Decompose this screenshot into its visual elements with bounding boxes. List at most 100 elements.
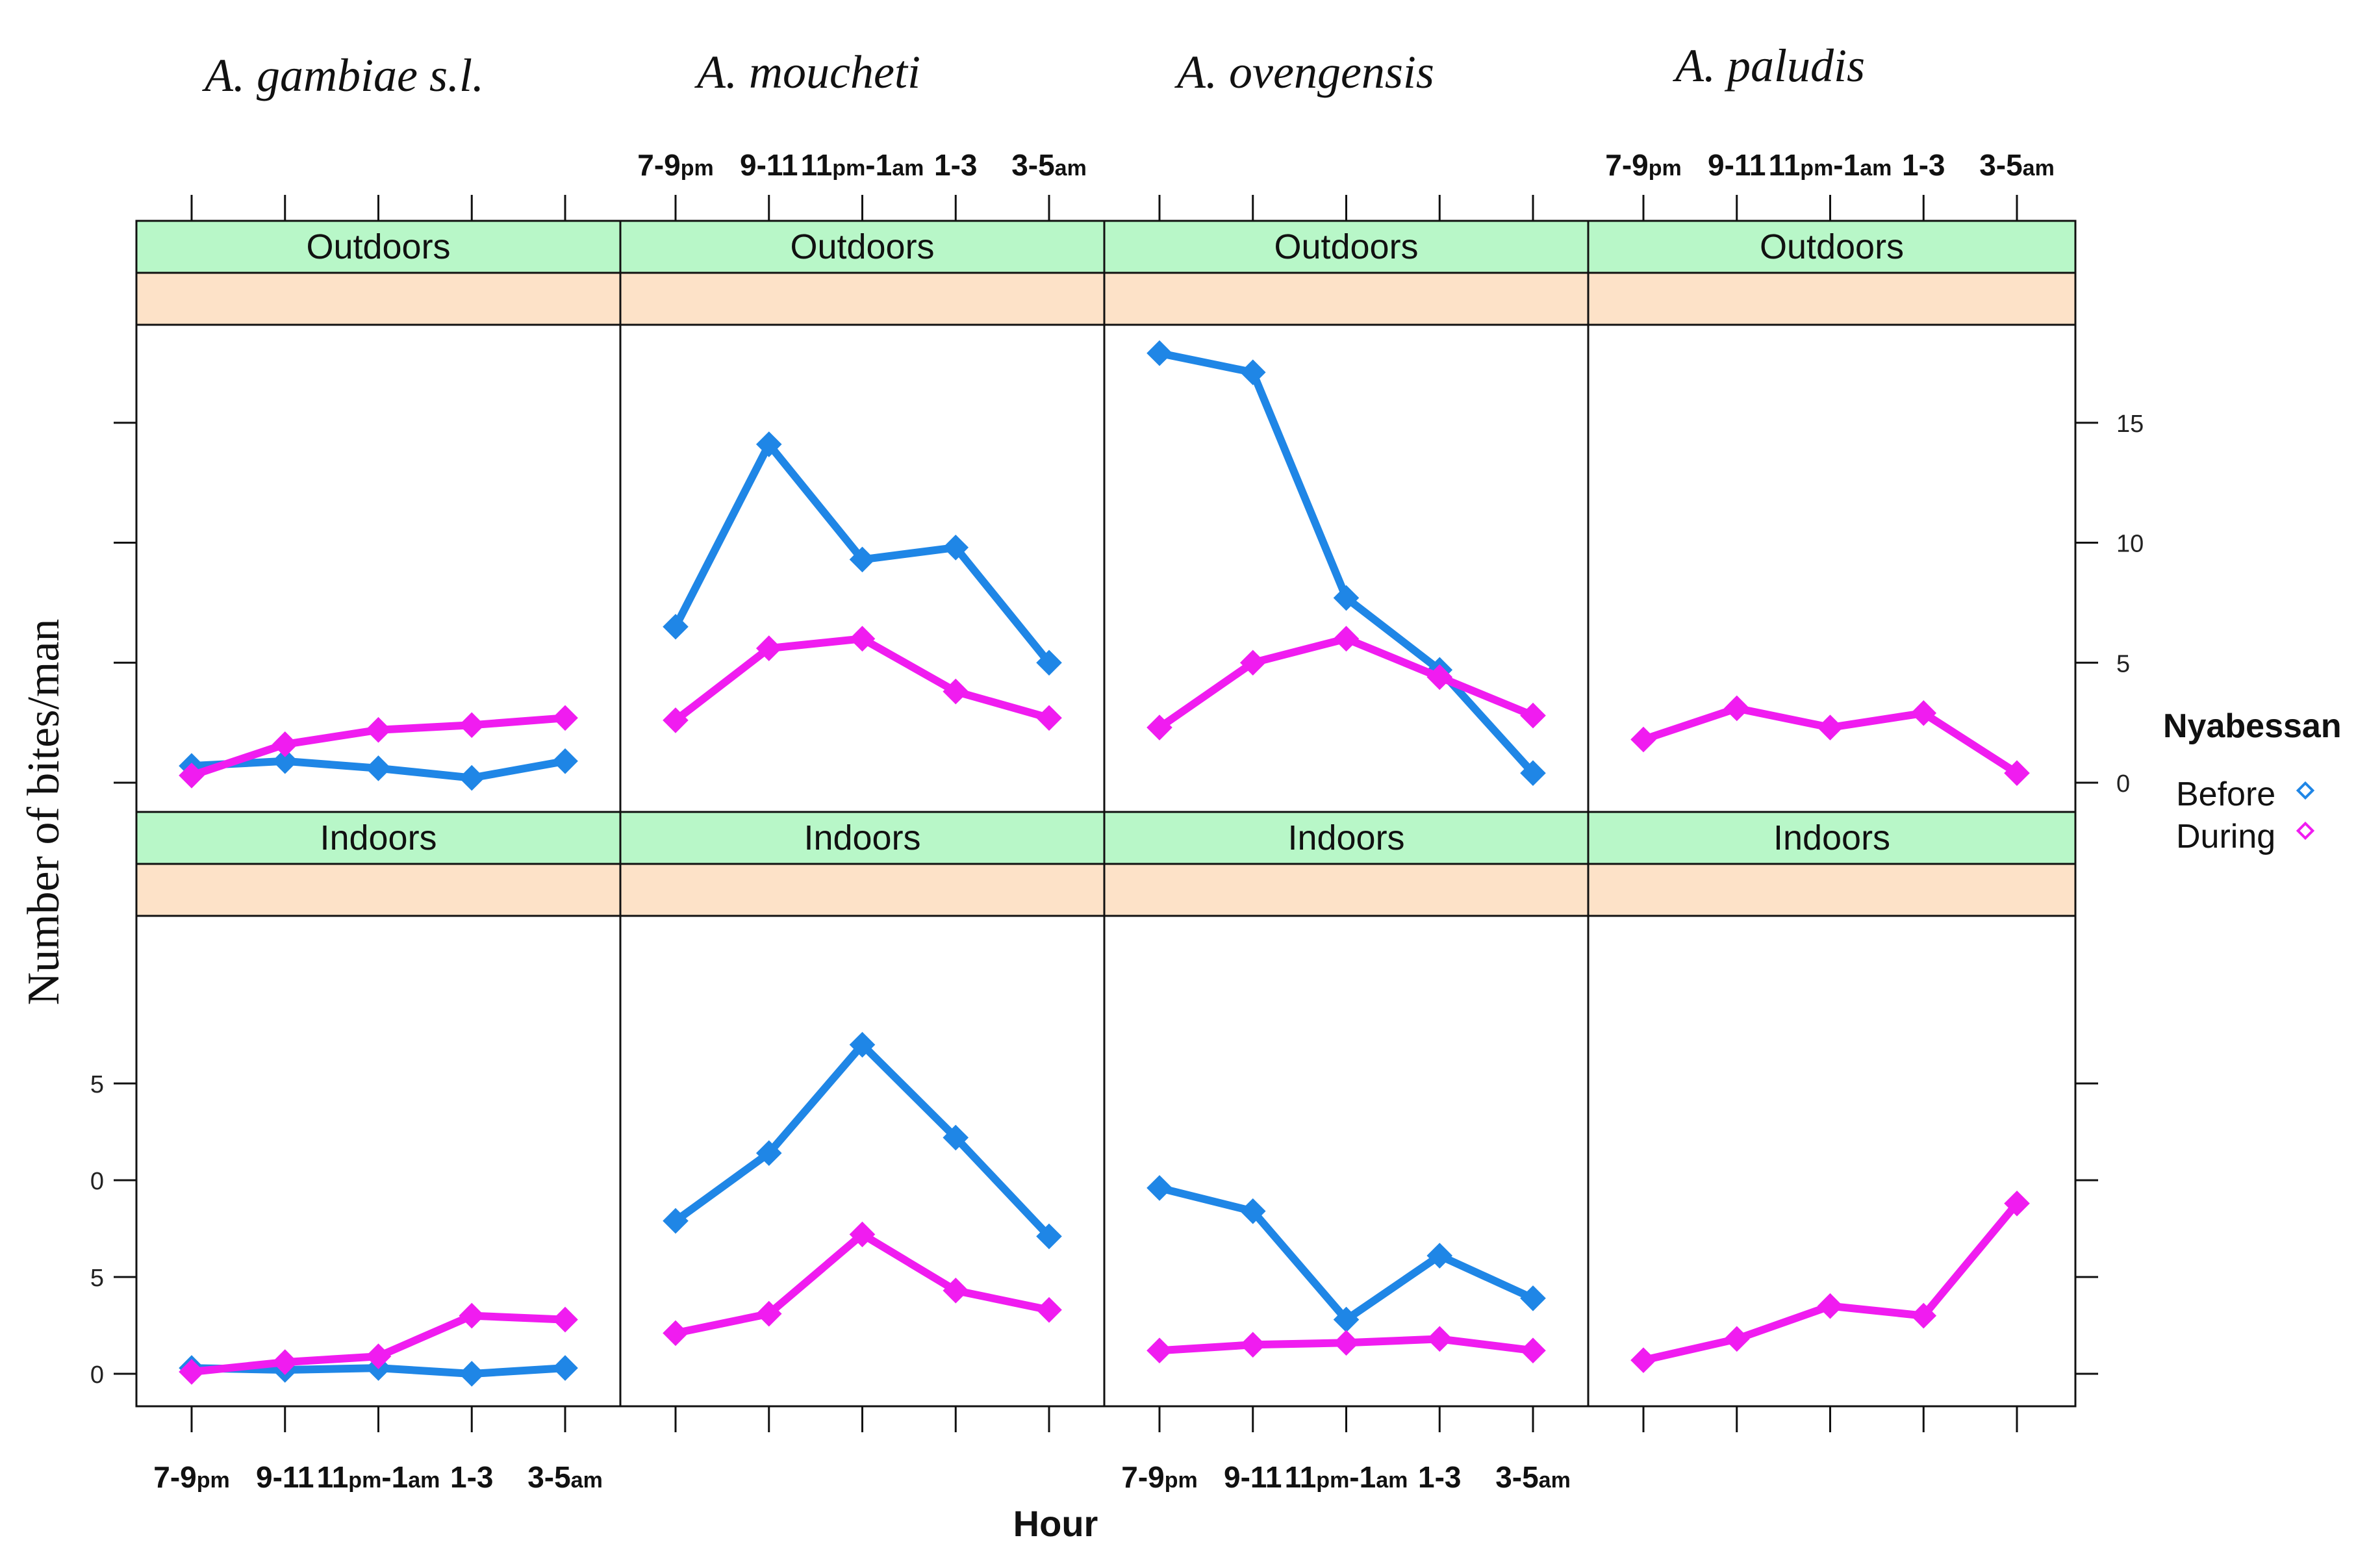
data-point-before: [849, 1031, 876, 1058]
bottom-tick-label: 3-5am: [527, 1460, 603, 1494]
panel-frame-0-3: [1587, 323, 2077, 813]
bottom-tick-label: 1-3: [450, 1460, 493, 1494]
substrip-outdoors-2: [1103, 272, 1590, 326]
data-point-during: [1630, 726, 1656, 753]
substrip-indoors-3: [1587, 863, 2077, 917]
bottom-tick-label: 7-9pm: [1121, 1460, 1197, 1494]
legend-marker-during: [2296, 821, 2315, 841]
top-tick-label: 7-9pm: [637, 148, 713, 182]
axes-layer: 7-9pm 9-11 11pm-1am 1-3 3-5am 7-9pm 9-11 11pm-1…: [90, 148, 2144, 1494]
substrip-outdoors-1: [619, 272, 1106, 326]
data-point-before: [1426, 1243, 1453, 1269]
bottom-tick-label: 1-3: [1418, 1460, 1461, 1494]
data-point-during: [1239, 650, 1266, 676]
data-point-during: [1426, 664, 1453, 690]
top-tick-label: 11pm-1am: [1769, 148, 1892, 182]
strip-label-outdoors: Outdoors: [306, 227, 450, 266]
species-title-ovengensis: A. ovengensis: [1174, 46, 1434, 98]
data-point-during: [459, 1302, 485, 1329]
data-point-during: [552, 705, 578, 731]
y-tick-label-indoor: 0: [90, 1168, 104, 1195]
data-point-during: [1817, 1293, 1843, 1319]
data-point-before: [552, 1355, 578, 1381]
data-point-during: [755, 635, 782, 661]
data-point-before: [943, 535, 969, 561]
bottom-tick-label: 9-11: [1224, 1460, 1282, 1494]
y-axis-title: Number of bites/man: [19, 619, 69, 1005]
data-point-during: [849, 626, 876, 652]
data-point-during: [1520, 1337, 1546, 1364]
data-point-during: [1146, 714, 1172, 740]
data-point-before: [1036, 650, 1062, 676]
data-point-during: [2004, 1190, 2030, 1217]
strip-label-outdoors: Outdoors: [1274, 227, 1418, 266]
data-point-before: [943, 1124, 969, 1151]
top-tick-label: 3-5am: [1011, 148, 1087, 182]
data-point-before: [1333, 1306, 1360, 1333]
y-tick-label-indoor: 0: [90, 1361, 104, 1389]
bottom-tick-label: 3-5am: [1495, 1460, 1571, 1494]
data-point-before: [459, 765, 485, 791]
species-title-moucheti: A. moucheti: [694, 46, 920, 98]
data-point-during: [459, 712, 485, 739]
y-tick-label-outdoor: 15: [2116, 411, 2144, 438]
strip-label-indoors: Indoors: [804, 818, 920, 857]
data-point-during: [849, 1221, 876, 1248]
data-point-before: [1146, 340, 1172, 366]
data-point-before: [663, 614, 689, 640]
top-tick-label: 3-5am: [1979, 148, 2055, 182]
substrip-indoors-1: [619, 863, 1106, 917]
species-title-gambiae: A. gambiae s.l.: [202, 49, 484, 101]
y-tick-label-indoor: 5: [90, 1071, 104, 1098]
panels-layer: [135, 323, 2077, 1408]
strip-label-outdoors: Outdoors: [1760, 227, 1904, 266]
data-point-during: [1817, 714, 1843, 740]
strip-label-indoors: Indoors: [320, 818, 437, 857]
data-point-during: [1239, 1332, 1266, 1358]
bottom-tick-label: 7-9pm: [153, 1460, 229, 1494]
data-point-during: [365, 1343, 392, 1369]
strip-outdoors-0: [135, 220, 622, 274]
substrip-indoors-2: [1103, 863, 1590, 917]
top-tick-label: 9-11: [1708, 148, 1766, 182]
panel-frame-1-3: [1587, 915, 2077, 1408]
data-point-before: [365, 755, 392, 781]
top-tick-label: 11pm-1am: [801, 148, 924, 182]
data-point-before: [1520, 760, 1546, 787]
strip-outdoors-1: [619, 220, 1106, 274]
bottom-tick-label: 9-11: [256, 1460, 314, 1494]
y-tick-label-outdoor: 5: [2116, 650, 2130, 677]
legend-marker-before: [2296, 781, 2315, 800]
data-point-before: [1240, 359, 1266, 386]
top-tick-label: 1-3: [1902, 148, 1945, 182]
legend-label-during: During: [2176, 818, 2275, 855]
data-point-before: [755, 431, 782, 457]
data-point-during: [1036, 1296, 1062, 1323]
data-point-during: [179, 763, 205, 789]
y-tick-label-outdoor: 10: [2116, 531, 2144, 558]
data-point-before: [1239, 1198, 1266, 1224]
data-point-during: [1146, 1337, 1172, 1364]
legend-title: Nyabessan: [2163, 707, 2342, 745]
top-tick-label: 7-9pm: [1605, 148, 1681, 182]
strip-outdoors-2: [1103, 220, 1590, 274]
y-tick-label-outdoor: 0: [2116, 770, 2130, 798]
substrip-outdoors-3: [1587, 272, 2077, 326]
data-point-during: [365, 716, 392, 743]
substrip-indoors-0: [135, 863, 622, 917]
data-point-during: [1910, 1302, 1937, 1329]
strip-label-indoors: Indoors: [1773, 818, 1890, 857]
x-axis-title: Hour: [1013, 1503, 1098, 1544]
bottom-tick-label: 11pm-1am: [317, 1460, 440, 1494]
data-point-before: [1520, 1285, 1546, 1311]
data-point-during: [943, 678, 969, 705]
legend-label-before: Before: [2176, 776, 2275, 813]
data-point-during: [2004, 760, 2030, 787]
substrip-outdoors-0: [135, 272, 622, 326]
data-point-before: [272, 748, 298, 774]
y-tick-label-indoor: 5: [90, 1265, 104, 1292]
data-point-before: [552, 748, 578, 774]
strip-indoors-1: [619, 811, 1106, 865]
bottom-tick-label: 11pm-1am: [1285, 1460, 1408, 1494]
